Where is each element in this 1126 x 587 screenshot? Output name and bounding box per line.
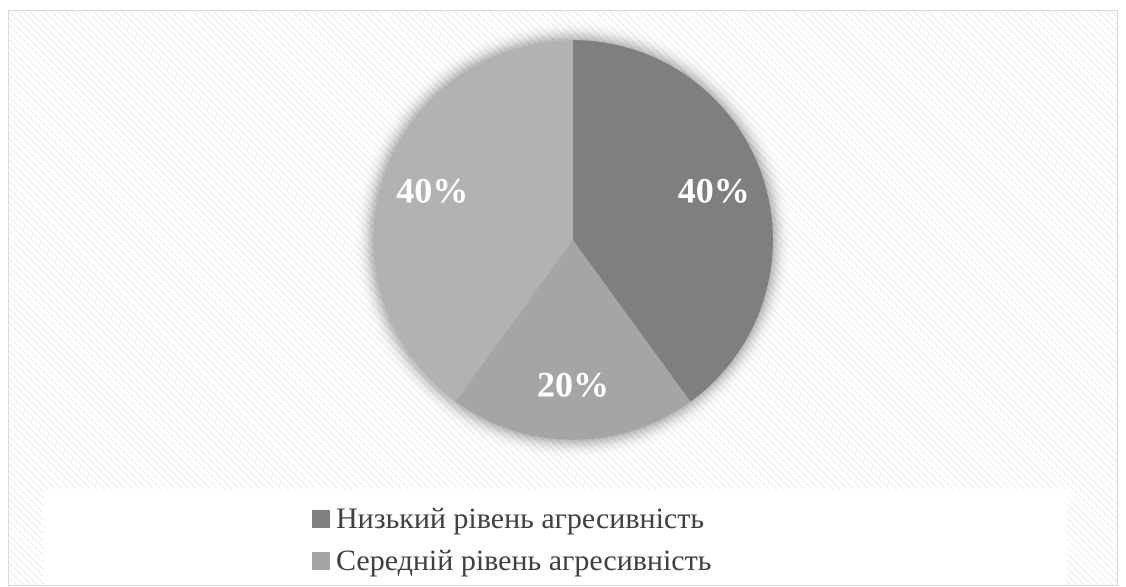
chart-area: 40% 20% 40% Низький рівень агресивність Се… (8, 10, 1118, 586)
pie-slice-low (573, 40, 773, 402)
data-label-low: 40% (678, 171, 750, 211)
pie-slice-other (373, 40, 573, 402)
legend-item-medium: Середній рівень агресивність (312, 543, 711, 579)
legend-label-low: Низький рівень агресивність (336, 502, 705, 535)
legend: Низький рівень агресивність Середній рів… (44, 489, 1067, 585)
legend-swatch-medium (312, 552, 330, 570)
pie-slice-medium (455, 240, 691, 440)
legend-swatch-low (312, 510, 330, 528)
legend-label-medium: Середній рівень агресивність (336, 544, 712, 577)
data-label-other: 40% (396, 171, 468, 211)
data-label-medium: 20% (537, 364, 609, 404)
pie-chart: 40% 20% 40% (373, 40, 773, 440)
legend-item-low: Низький рівень агресивність (312, 501, 704, 537)
